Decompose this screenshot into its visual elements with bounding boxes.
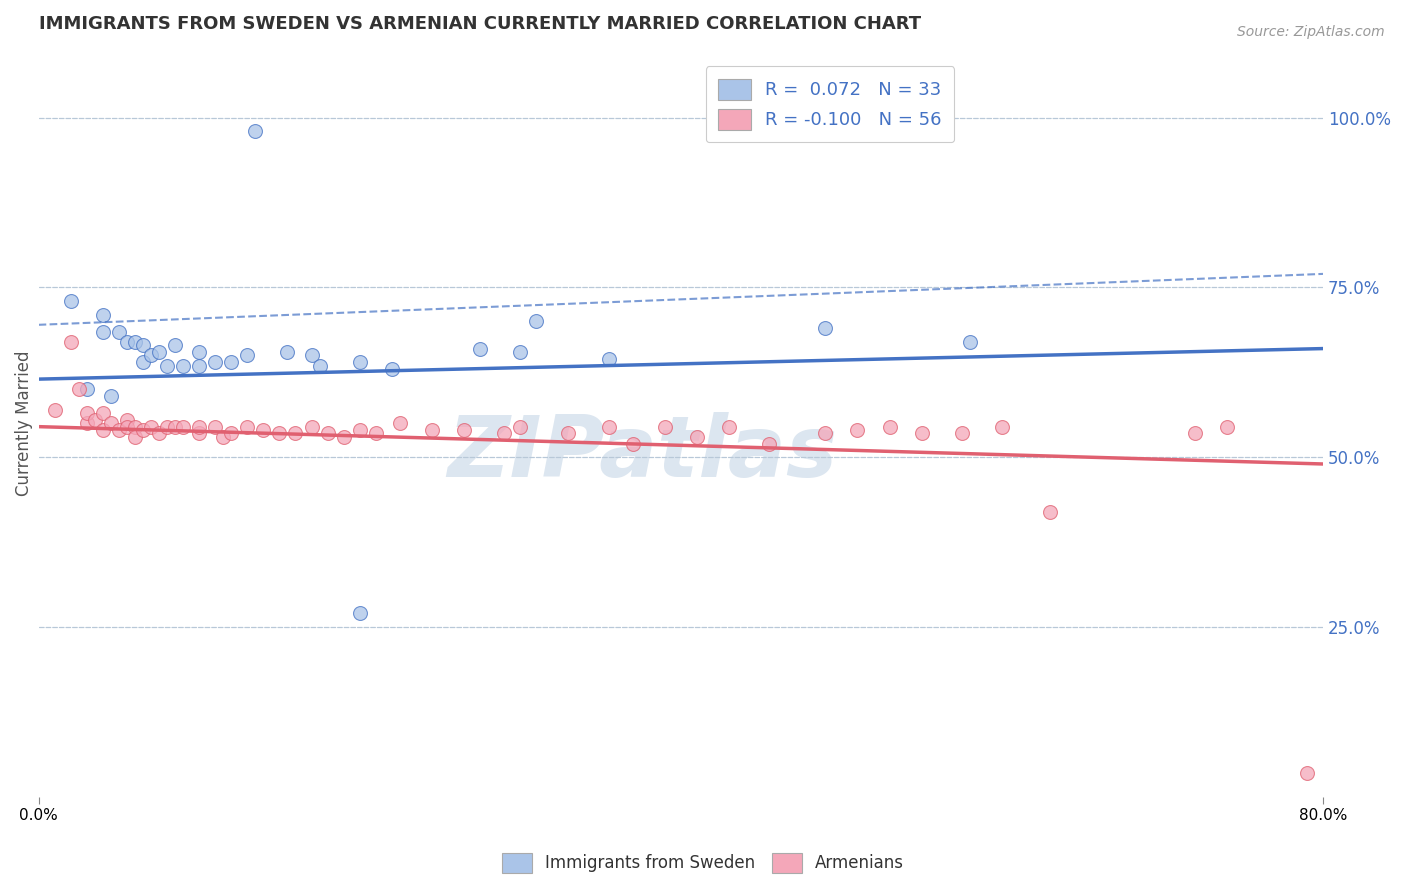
Point: [204, 355, 226, 369]
Point: [950, 426, 973, 441]
Text: Source: ZipAtlas.com: Source: ZipAtlas.com: [1237, 25, 1385, 39]
Point: [91, 308, 114, 322]
Point: [76, 406, 98, 420]
Legend: R =  0.072   N = 33, R = -0.100   N = 56: R = 0.072 N = 33, R = -0.100 N = 56: [706, 66, 955, 143]
Point: [91, 423, 114, 437]
Point: [524, 314, 547, 328]
Point: [814, 426, 837, 441]
Point: [364, 426, 387, 441]
Point: [172, 359, 194, 373]
Point: [67, 382, 90, 396]
Point: [814, 321, 837, 335]
Point: [269, 426, 291, 441]
Point: [468, 342, 491, 356]
Point: [115, 419, 138, 434]
Point: [108, 325, 131, 339]
Point: [509, 345, 531, 359]
Point: [758, 436, 780, 450]
Point: [621, 436, 644, 450]
Point: [212, 430, 235, 444]
Point: [236, 348, 259, 362]
Point: [115, 413, 138, 427]
Point: [115, 334, 138, 349]
Point: [91, 406, 114, 420]
Point: [124, 419, 146, 434]
Point: [332, 430, 354, 444]
Point: [686, 430, 709, 444]
Point: [148, 426, 170, 441]
Point: [284, 426, 307, 441]
Point: [219, 426, 242, 441]
Point: [494, 426, 516, 441]
Point: [557, 426, 579, 441]
Point: [124, 334, 146, 349]
Point: [156, 359, 179, 373]
Point: [654, 419, 676, 434]
Point: [1039, 504, 1062, 518]
Point: [76, 416, 98, 430]
Point: [509, 419, 531, 434]
Point: [1216, 419, 1239, 434]
Text: ZIPatlas: ZIPatlas: [447, 411, 838, 495]
Point: [718, 419, 741, 434]
Point: [316, 426, 339, 441]
Point: [349, 423, 371, 437]
Point: [132, 355, 155, 369]
Point: [59, 334, 82, 349]
Point: [188, 345, 211, 359]
Point: [188, 426, 211, 441]
Point: [124, 430, 146, 444]
Point: [219, 355, 242, 369]
Point: [911, 426, 934, 441]
Point: [308, 359, 330, 373]
Text: IMMIGRANTS FROM SWEDEN VS ARMENIAN CURRENTLY MARRIED CORRELATION CHART: IMMIGRANTS FROM SWEDEN VS ARMENIAN CURRE…: [38, 15, 921, 33]
Point: [349, 607, 371, 621]
Point: [172, 419, 194, 434]
Point: [163, 419, 186, 434]
Point: [1296, 765, 1319, 780]
Point: [301, 419, 323, 434]
Point: [188, 359, 211, 373]
Point: [156, 419, 179, 434]
Point: [991, 419, 1014, 434]
Point: [846, 423, 869, 437]
Point: [76, 382, 98, 396]
Point: [598, 351, 620, 366]
Point: [959, 334, 981, 349]
Point: [245, 124, 267, 138]
Legend: Immigrants from Sweden, Armenians: Immigrants from Sweden, Armenians: [495, 847, 911, 880]
Point: [388, 416, 411, 430]
Point: [204, 419, 226, 434]
Point: [59, 293, 82, 308]
Point: [252, 423, 274, 437]
Point: [349, 355, 371, 369]
Point: [236, 419, 259, 434]
Point: [139, 348, 162, 362]
Point: [83, 413, 105, 427]
Y-axis label: Currently Married: Currently Married: [15, 351, 32, 496]
Point: [879, 419, 901, 434]
Point: [100, 389, 122, 403]
Point: [100, 416, 122, 430]
Point: [132, 338, 155, 352]
Point: [148, 345, 170, 359]
Point: [108, 423, 131, 437]
Point: [91, 325, 114, 339]
Point: [163, 338, 186, 352]
Point: [139, 419, 162, 434]
Point: [1184, 426, 1206, 441]
Point: [598, 419, 620, 434]
Point: [44, 402, 66, 417]
Point: [188, 419, 211, 434]
Point: [301, 348, 323, 362]
Point: [381, 362, 404, 376]
Point: [453, 423, 475, 437]
Point: [132, 423, 155, 437]
Point: [276, 345, 298, 359]
Point: [420, 423, 443, 437]
